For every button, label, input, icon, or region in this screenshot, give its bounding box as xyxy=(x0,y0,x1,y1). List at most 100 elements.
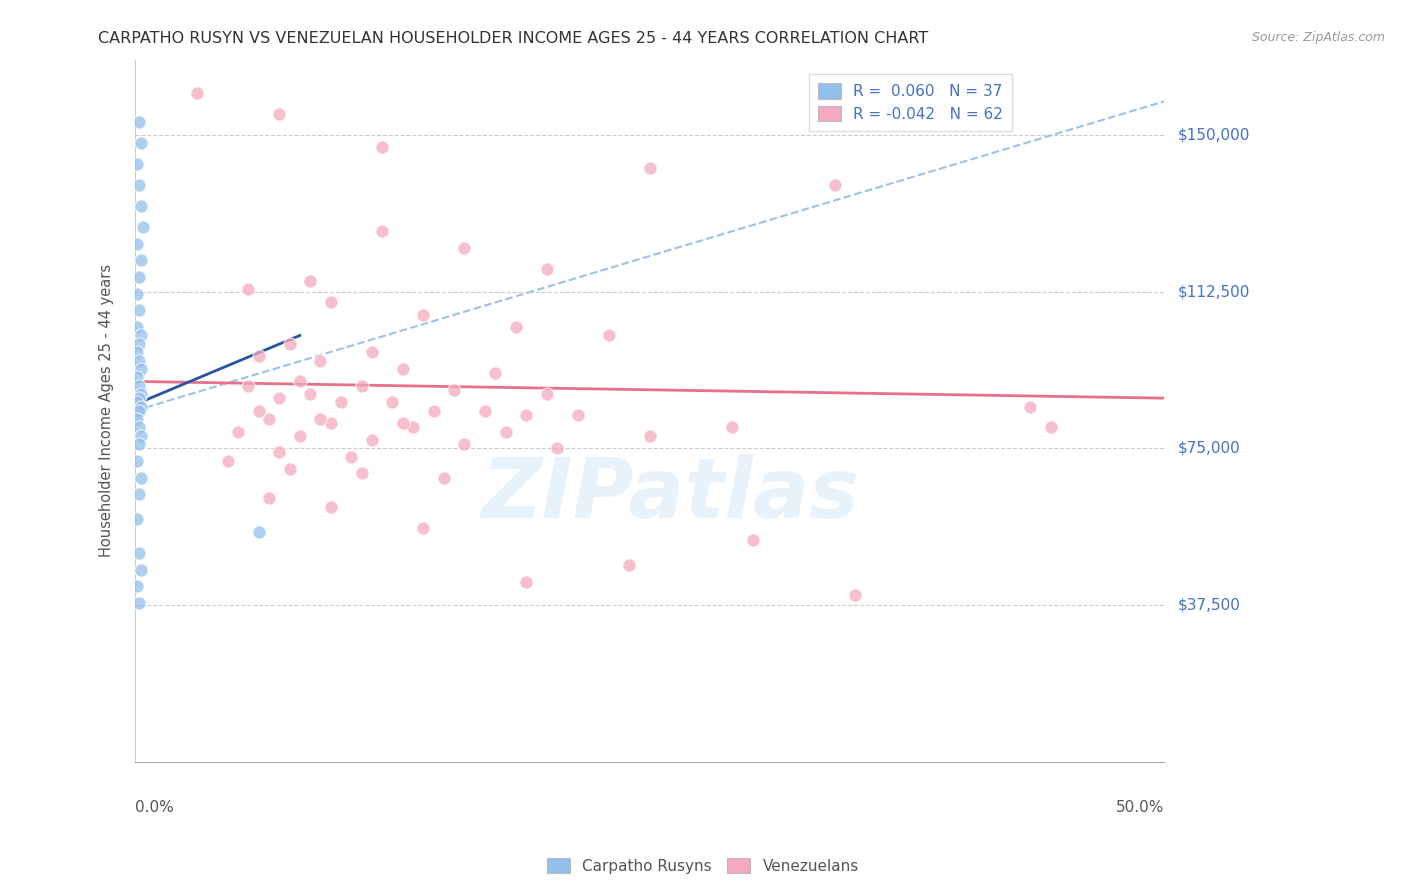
Point xyxy=(278,336,301,351)
Point xyxy=(617,558,640,573)
Point xyxy=(132,219,155,234)
Point xyxy=(567,408,589,422)
Point xyxy=(474,403,496,417)
Point xyxy=(319,500,342,514)
Point xyxy=(127,286,149,301)
Point xyxy=(127,395,149,409)
Point xyxy=(128,420,150,434)
Point xyxy=(402,420,425,434)
Point xyxy=(131,470,153,484)
Point xyxy=(319,295,342,310)
Point xyxy=(128,596,150,610)
Point xyxy=(128,353,150,368)
Point xyxy=(247,524,270,539)
Point xyxy=(515,408,537,422)
Point xyxy=(128,378,150,392)
Point xyxy=(844,588,866,602)
Point xyxy=(128,269,150,284)
Point xyxy=(422,403,444,417)
Point xyxy=(360,345,382,359)
Point xyxy=(309,353,332,368)
Point xyxy=(131,253,153,268)
Point xyxy=(824,178,846,192)
Point xyxy=(238,378,260,392)
Point xyxy=(131,199,153,213)
Point xyxy=(269,107,291,121)
Point xyxy=(433,470,456,484)
Point xyxy=(128,391,150,405)
Point xyxy=(128,487,150,501)
Point xyxy=(226,425,249,439)
Point xyxy=(505,320,527,334)
Point xyxy=(515,575,537,590)
Point xyxy=(269,391,291,405)
Point xyxy=(484,366,506,380)
Point xyxy=(638,161,661,176)
Point xyxy=(319,416,342,430)
Point xyxy=(391,362,413,376)
Point xyxy=(1039,420,1062,434)
Point xyxy=(638,429,661,443)
Point xyxy=(360,433,382,447)
Point xyxy=(350,467,373,481)
Point xyxy=(721,420,744,434)
Point xyxy=(340,450,363,464)
Point xyxy=(443,383,465,397)
Point xyxy=(350,378,373,392)
Point xyxy=(278,462,301,476)
Text: Source: ZipAtlas.com: Source: ZipAtlas.com xyxy=(1251,31,1385,45)
Legend: Carpatho Rusyns, Venezuelans: Carpatho Rusyns, Venezuelans xyxy=(541,852,865,880)
Point xyxy=(128,336,150,351)
Y-axis label: Householder Income Ages 25 - 44 years: Householder Income Ages 25 - 44 years xyxy=(100,264,114,558)
Point xyxy=(1019,400,1042,414)
Point xyxy=(247,350,270,364)
Text: ZIPatlas: ZIPatlas xyxy=(481,454,859,535)
Point xyxy=(131,400,153,414)
Point xyxy=(127,345,149,359)
Point xyxy=(257,412,280,426)
Point xyxy=(299,274,322,288)
Point xyxy=(299,387,322,401)
Point xyxy=(247,403,270,417)
Point xyxy=(128,303,150,318)
Legend: R =  0.060   N = 37, R = -0.042   N = 62: R = 0.060 N = 37, R = -0.042 N = 62 xyxy=(808,74,1012,130)
Point xyxy=(546,442,568,456)
Point xyxy=(127,579,149,593)
Point xyxy=(127,370,149,384)
Point xyxy=(269,445,291,459)
Point xyxy=(127,236,149,251)
Point xyxy=(131,429,153,443)
Point xyxy=(453,241,475,255)
Point xyxy=(536,387,558,401)
Point xyxy=(412,521,434,535)
Text: $37,500: $37,500 xyxy=(1178,598,1241,613)
Point xyxy=(127,157,149,171)
Text: 0.0%: 0.0% xyxy=(135,800,174,815)
Point xyxy=(257,491,280,506)
Text: $112,500: $112,500 xyxy=(1178,284,1250,299)
Point xyxy=(131,562,153,576)
Point xyxy=(238,283,260,297)
Point xyxy=(536,261,558,276)
Point xyxy=(217,454,239,468)
Point xyxy=(495,425,517,439)
Text: CARPATHO RUSYN VS VENEZUELAN HOUSEHOLDER INCOME AGES 25 - 44 YEARS CORRELATION C: CARPATHO RUSYN VS VENEZUELAN HOUSEHOLDER… xyxy=(98,31,929,46)
Point xyxy=(453,437,475,451)
Point xyxy=(128,546,150,560)
Point xyxy=(186,86,208,100)
Point xyxy=(131,362,153,376)
Point xyxy=(371,140,394,154)
Point xyxy=(128,115,150,129)
Point xyxy=(131,136,153,151)
Point xyxy=(127,412,149,426)
Point xyxy=(131,387,153,401)
Point xyxy=(127,320,149,334)
Point xyxy=(309,412,332,426)
Point xyxy=(391,416,413,430)
Point xyxy=(741,533,763,548)
Point xyxy=(127,454,149,468)
Point xyxy=(381,395,404,409)
Text: $150,000: $150,000 xyxy=(1178,128,1250,143)
Point xyxy=(127,512,149,526)
Text: $75,000: $75,000 xyxy=(1178,441,1240,456)
